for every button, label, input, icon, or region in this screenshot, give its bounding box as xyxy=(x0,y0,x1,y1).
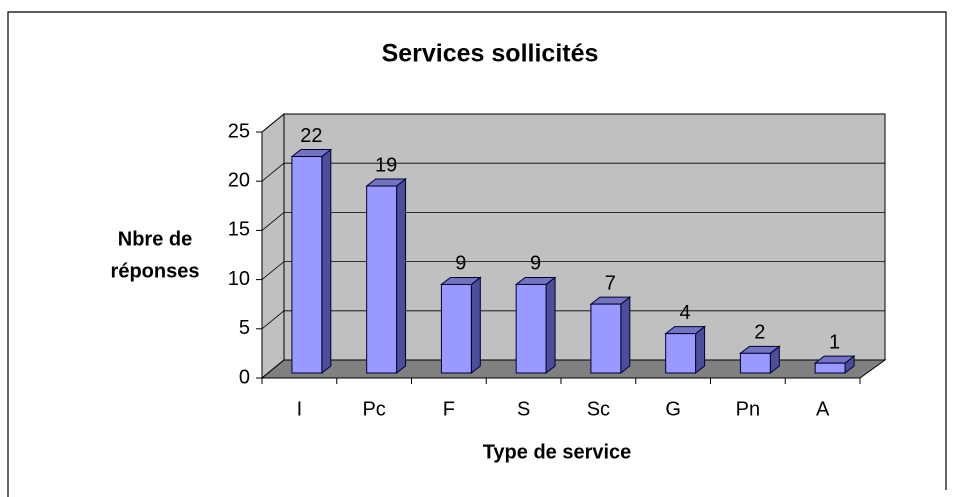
y-tick-label: 0 xyxy=(239,366,250,388)
grid-line xyxy=(261,261,885,280)
y-tick-label: 25 xyxy=(228,120,250,142)
x-tick-label: Pc xyxy=(362,398,385,420)
y-tick-label: 20 xyxy=(228,169,250,191)
x-axis-label: Type de service xyxy=(483,441,632,463)
x-tick-label: I xyxy=(297,398,303,420)
grid-line xyxy=(261,310,885,330)
chart-title: Services sollicités xyxy=(382,40,599,68)
data-label: 7 xyxy=(605,272,616,294)
data-label: 2 xyxy=(754,322,765,344)
grid-line xyxy=(261,211,885,231)
x-tick-label: G xyxy=(665,398,681,420)
y-tick-label: 5 xyxy=(239,317,250,339)
x-tick-label: Pn xyxy=(736,398,760,420)
plot-area xyxy=(260,112,887,380)
bar xyxy=(814,362,846,374)
grid-line xyxy=(261,113,885,133)
chart-border xyxy=(7,11,947,497)
bar-side xyxy=(545,276,556,375)
bar xyxy=(440,283,472,374)
side-wall xyxy=(261,112,285,380)
bar xyxy=(291,156,323,374)
data-label: 1 xyxy=(829,331,840,353)
bar-side xyxy=(396,178,407,375)
data-label: 9 xyxy=(530,253,541,275)
x-tick-label: S xyxy=(517,398,530,420)
bar-side xyxy=(620,296,631,375)
data-label: 4 xyxy=(680,302,691,324)
x-tick-label: F xyxy=(443,398,455,420)
y-tick-label: 15 xyxy=(228,219,250,241)
bar xyxy=(366,185,398,374)
bar xyxy=(665,333,697,374)
data-label: 22 xyxy=(300,125,322,147)
x-tick-label: Sc xyxy=(587,398,610,420)
bar-side xyxy=(695,325,706,375)
y-axis-label: Nbre de xyxy=(118,228,192,250)
bar xyxy=(739,352,771,374)
data-label: 19 xyxy=(375,154,397,176)
bar-side xyxy=(321,148,332,375)
bar xyxy=(515,283,547,374)
data-label: 9 xyxy=(455,253,466,275)
x-tick-label: A xyxy=(816,398,830,420)
y-axis-label: réponses xyxy=(111,260,200,282)
bar xyxy=(590,303,622,374)
y-tick-label: 10 xyxy=(228,268,250,290)
grid-line xyxy=(261,162,885,182)
bar-side xyxy=(470,276,481,375)
floor xyxy=(260,359,887,379)
